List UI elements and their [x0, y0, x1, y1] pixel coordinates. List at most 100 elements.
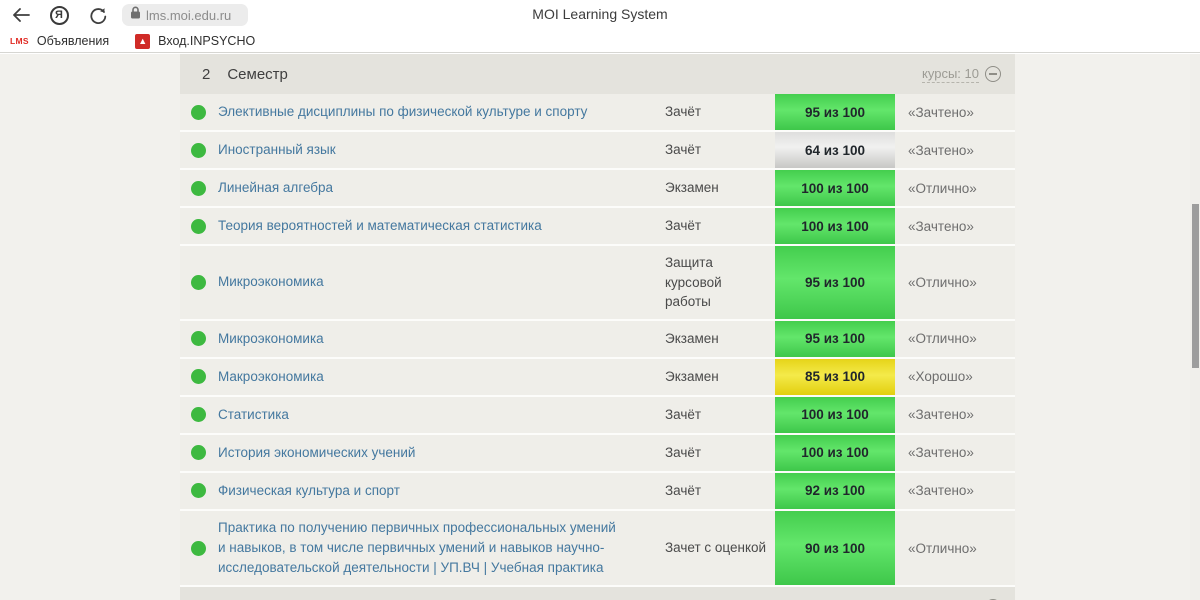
score-badge: 100 из 100 [775, 208, 895, 244]
collapse-icon[interactable] [985, 66, 1001, 82]
course-row: Микроэкономика Экзамен 95 из 100 «Отличн… [180, 320, 1015, 359]
course-name-cell: Элективные дисциплины по физической куль… [218, 94, 665, 130]
grade-text: «Зачтено» [908, 104, 974, 120]
course-link[interactable]: Элективные дисциплины по физической куль… [218, 103, 588, 119]
course-name-cell: Микроэкономика [218, 246, 665, 319]
course-link[interactable]: Микроэкономика [218, 330, 324, 346]
score-badge: 95 из 100 [775, 320, 895, 357]
grade-text: «Зачтено» [908, 218, 974, 234]
course-name-cell: Физическая культура и спорт [218, 473, 665, 509]
course-link[interactable]: Теория вероятностей и математическая ста… [218, 217, 542, 233]
status-cell [180, 359, 218, 395]
status-dot-icon [191, 331, 206, 347]
score-badge: 92 из 100 [775, 472, 895, 509]
course-row: Линейная алгебра Экзамен 100 из 100 «Отл… [180, 170, 1015, 208]
course-link[interactable]: Линейная алгебра [218, 179, 334, 195]
score-badge: 64 из 100 [775, 132, 895, 168]
semester-number: 2 [202, 65, 211, 83]
status-dot-icon [191, 218, 206, 234]
course-name-cell: Теория вероятностей и математическая ста… [218, 208, 665, 244]
back-button[interactable] [10, 4, 32, 26]
course-name-cell: История экономических учений [218, 435, 665, 471]
score-badge: 95 из 100 [775, 246, 895, 319]
status-cell [180, 208, 218, 244]
status-cell [180, 132, 218, 168]
grade-text: «Отлично» [908, 331, 977, 347]
score-badge: 100 из 100 [775, 434, 895, 471]
course-row: Элективные дисциплины по физической куль… [180, 94, 1015, 132]
course-name-cell: Линейная алгебра [218, 170, 665, 206]
scrollbar-track[interactable] [1190, 54, 1200, 600]
assessment-type: Экзамен [665, 180, 719, 196]
status-dot-icon [191, 142, 206, 158]
grade-text: «Хорошо» [908, 369, 973, 385]
assessment-type: Зачёт [665, 444, 702, 460]
score-badge: 95 из 100 [775, 94, 895, 130]
semester-header: 2 Семестр курсы: 10 [180, 54, 1015, 94]
scrollbar-thumb[interactable] [1191, 204, 1199, 368]
assessment-type: Зачёт [665, 482, 702, 498]
status-dot-icon [191, 445, 206, 461]
assessment-type: Зачёт [665, 406, 702, 422]
bookmark-label: Вход.INPSYCHO [158, 34, 256, 48]
course-row: История экономических учений Зачёт 100 и… [180, 434, 1015, 473]
assessment-type: Зачет с оценкой [665, 540, 767, 556]
grade-text: «Отлично» [908, 274, 977, 290]
assessment-type: Экзамен [665, 368, 719, 384]
course-rows: Элективные дисциплины по физической куль… [180, 94, 1015, 588]
status-dot-icon [191, 407, 206, 423]
bookmarks-bar: LMS Объявления ▲ Вход.INPSYCHO [0, 30, 1200, 53]
yandex-logo-button[interactable]: Я [48, 4, 70, 26]
semester-number: 3 [202, 599, 210, 600]
status-dot-icon [191, 104, 206, 120]
assessment-type: Зачёт [665, 104, 702, 120]
course-link[interactable]: Физическая культура и спорт [218, 482, 400, 498]
status-dot-icon [191, 540, 206, 556]
status-cell [180, 321, 218, 357]
status-cell [180, 397, 218, 433]
course-row: Макроэкономика Экзамен 85 из 100 «Хорошо… [180, 358, 1015, 397]
course-link[interactable]: Статистика [218, 406, 289, 422]
status-dot-icon [191, 369, 206, 385]
score-badge: 90 из 100 [775, 510, 895, 586]
status-cell [180, 473, 218, 509]
lock-icon[interactable] [130, 6, 141, 24]
grade-text: «Зачтено» [908, 483, 974, 499]
course-link[interactable]: История экономических учений [218, 444, 416, 460]
course-name-cell: Иностранный язык [218, 132, 665, 168]
course-name-cell: Статистика [218, 397, 665, 433]
assessment-type: Экзамен [665, 330, 719, 346]
course-link[interactable]: Практика по получению первичных професси… [218, 519, 616, 576]
inpsycho-favicon: ▲ [135, 33, 151, 49]
grade-text: «Зачтено» [908, 407, 974, 423]
grade-text: «Зачтено» [908, 142, 974, 158]
url-text[interactable]: lms.moi.edu.ru [146, 7, 232, 23]
browser-toolbar: Я lms.moi.edu.ru MOI Learning System ★ 1… [0, 0, 1200, 30]
address-bar[interactable]: lms.moi.edu.ru [122, 4, 248, 26]
semester-label: Семестр [227, 599, 288, 600]
status-cell [180, 435, 218, 471]
status-cell [180, 170, 218, 206]
grade-text: «Отлично» [908, 540, 977, 556]
status-cell [180, 246, 218, 319]
assessment-type: Зачёт [665, 142, 702, 158]
page-body: 2 Семестр курсы: 10 Элективные дисциплин… [0, 54, 1200, 600]
status-dot-icon [191, 483, 206, 499]
course-row: Теория вероятностей и математическая ста… [180, 208, 1015, 246]
status-cell [180, 94, 218, 130]
courses-count-link[interactable]: курсы: 10 [922, 599, 979, 600]
bookmark-item-inpsycho[interactable]: ▲ Вход.INPSYCHO [135, 33, 256, 49]
semester-label: Семестр [227, 65, 288, 83]
course-link[interactable]: Микроэкономика [218, 274, 324, 290]
assessment-type: Зачёт [665, 218, 702, 234]
course-name-cell: Макроэкономика [218, 359, 665, 395]
course-link[interactable]: Макроэкономика [218, 368, 324, 384]
course-link[interactable]: Иностранный язык [218, 141, 336, 157]
course-name-cell: Практика по получению первичных професси… [218, 511, 665, 586]
status-cell [180, 511, 218, 586]
status-dot-icon [191, 180, 206, 196]
courses-count-link[interactable]: курсы: 10 [922, 65, 979, 83]
bookmark-item-announcements[interactable]: LMS Объявления [10, 34, 109, 48]
reload-button[interactable] [87, 4, 109, 26]
score-badge: 100 из 100 [775, 396, 895, 433]
